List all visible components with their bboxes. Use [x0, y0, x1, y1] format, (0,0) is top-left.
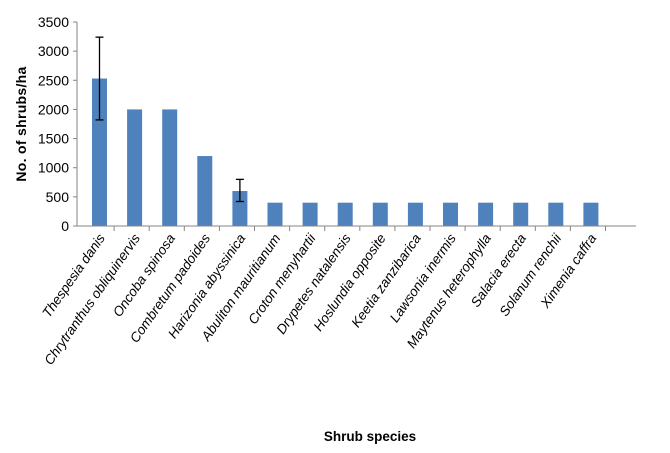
- bar-ximenia-caffra: [583, 202, 599, 226]
- bar-croton-menyhartii: [302, 202, 318, 226]
- x-axis-label: Shrub species: [324, 429, 416, 444]
- y-axis-label: No. of shrubs/ha: [13, 66, 29, 181]
- x-tick-label: Solanum renchii: [496, 230, 564, 319]
- y-ticks-layer: 0 500 1000 1500 2000 2500 3000 3500: [38, 14, 77, 234]
- bar-abuliton-mauritianum: [267, 202, 283, 226]
- bar-keetia-zanzibarica: [407, 202, 423, 226]
- bar-hoslundia-opposite: [372, 202, 388, 226]
- bars-layer: [92, 78, 599, 226]
- bar-drypetes-natalensis: [337, 202, 353, 226]
- bar-solanum-renchii: [548, 202, 564, 226]
- x-tick-label: Oncoba spinosa: [110, 231, 179, 320]
- y-tick-label: 1000: [38, 160, 69, 176]
- error-bars-layer: [95, 36, 244, 203]
- y-tick-label: 1500: [38, 131, 69, 147]
- error-bar-thespesia-danis: [95, 36, 104, 121]
- y-tick-label: 2000: [38, 101, 69, 117]
- bar-combretum-padoides: [197, 156, 213, 226]
- bar-maytenus-heterophylla: [478, 202, 494, 226]
- y-tick-label: 3000: [38, 43, 69, 59]
- x-tick-label: Thespesia danis: [39, 231, 108, 320]
- bar-thespesia-danis: [92, 78, 107, 226]
- bar-oncoba-spinosa: [162, 109, 178, 226]
- bar-salacia-erecta: [513, 202, 529, 226]
- bar-lawsonia-inermis: [443, 202, 458, 226]
- bar-chrytranthus-obliquinervis: [127, 109, 143, 226]
- y-tick-label: 2500: [38, 72, 69, 88]
- error-bar-harizonia-abyssinica: [235, 178, 244, 203]
- y-tick-label: 0: [61, 218, 69, 234]
- bar-harizonia-abyssinica: [232, 191, 248, 226]
- y-tick-label: 500: [46, 189, 70, 205]
- y-tick-label: 3500: [38, 14, 69, 30]
